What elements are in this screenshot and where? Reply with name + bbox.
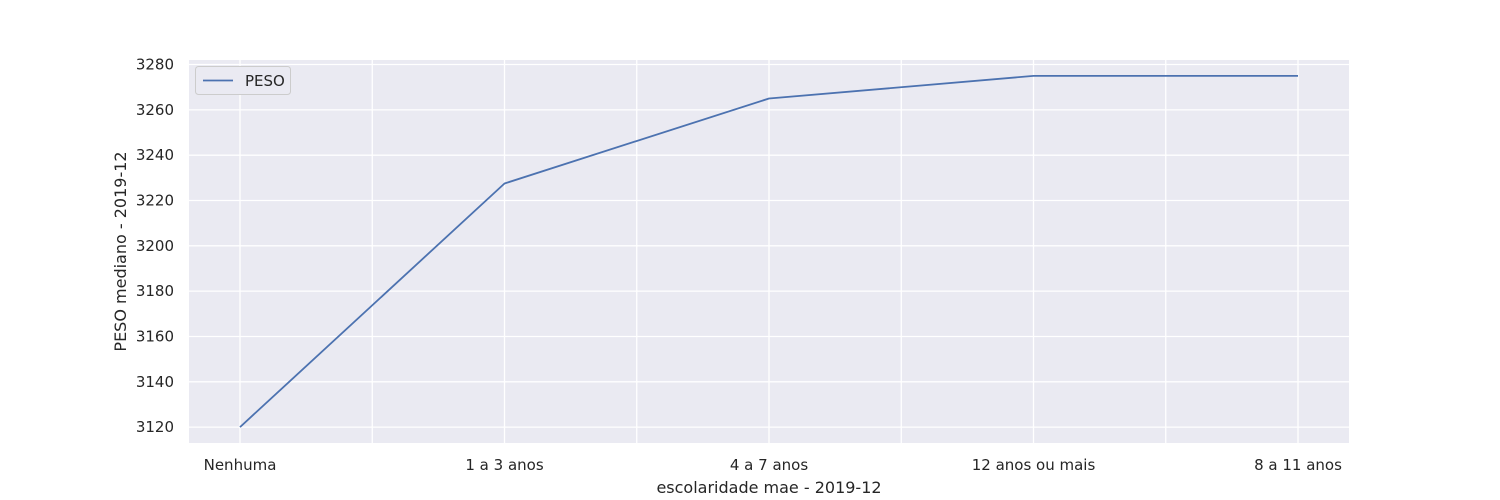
y-axis-label: PESO mediano - 2019-12 bbox=[111, 151, 130, 351]
x-axis-ticks: Nenhuma 1 a 3 anos 4 a 7 anos 12 anos ou ma… bbox=[204, 456, 1342, 474]
y-tick-label: 3220 bbox=[136, 192, 174, 210]
x-tick-label: 12 anos ou mais bbox=[972, 456, 1096, 474]
y-tick-label: 3240 bbox=[136, 146, 174, 164]
grid-lines bbox=[189, 60, 1349, 443]
y-tick-label: 3180 bbox=[136, 282, 174, 300]
y-tick-label: 3140 bbox=[136, 373, 174, 391]
legend-label: PESO bbox=[245, 72, 285, 90]
y-tick-label: 3200 bbox=[136, 237, 174, 255]
x-axis-label: escolaridade mae - 2019-12 bbox=[656, 478, 881, 497]
legend-box bbox=[195, 66, 291, 95]
series-line-peso bbox=[239, 75, 1298, 428]
y-tick-label: 3280 bbox=[136, 56, 174, 74]
x-tick-label: 4 a 7 anos bbox=[730, 456, 808, 474]
y-tick-label: 3160 bbox=[136, 327, 174, 345]
legend: PESO bbox=[195, 66, 291, 95]
y-tick-label: 3120 bbox=[136, 418, 174, 436]
x-tick-label: Nenhuma bbox=[204, 456, 277, 474]
y-axis-ticks: 3120 3140 3160 3180 3200 3220 3240 3260 3280 bbox=[136, 56, 174, 437]
x-tick-label: 8 a 11 anos bbox=[1254, 456, 1342, 474]
y-tick-label: 3260 bbox=[136, 101, 174, 119]
x-tick-label: 1 a 3 anos bbox=[465, 456, 543, 474]
series-layer bbox=[239, 75, 1298, 428]
